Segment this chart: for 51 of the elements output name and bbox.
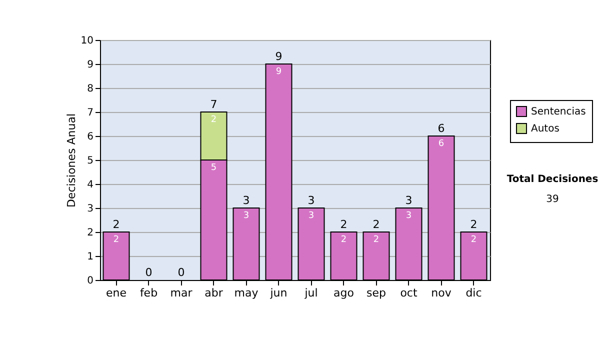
x-tick-label: mar xyxy=(170,286,193,300)
data-label: 2 xyxy=(470,235,477,245)
data-label: 3 xyxy=(243,211,250,221)
x-tick-label: sep xyxy=(366,286,386,300)
data-label: 6 xyxy=(438,139,444,149)
x-tick-label: jul xyxy=(304,286,318,300)
legend-label: Sentencias xyxy=(531,106,586,118)
x-tick-label: jun xyxy=(269,286,288,300)
x-tick-label: abr xyxy=(204,286,224,300)
data-label: 2 xyxy=(210,115,217,125)
text: 39 xyxy=(545,193,560,207)
total-label: 9 xyxy=(275,50,282,63)
total-label: 2 xyxy=(112,218,120,231)
y-tick-label: 6 xyxy=(87,132,94,142)
y-tick-label: 4 xyxy=(87,180,94,190)
total-label: 0 xyxy=(178,266,185,279)
data-label: 2 xyxy=(113,235,120,245)
total-label: 3 xyxy=(242,194,250,207)
total-label: 7 xyxy=(210,98,218,111)
total-label: 2 xyxy=(372,218,380,231)
data-label: 5 xyxy=(210,163,217,173)
total-label: 0 xyxy=(145,266,152,279)
x-tick-label: feb xyxy=(140,286,158,300)
y-axis-title: Decisiones Anual xyxy=(64,113,78,208)
y-tick-label: 3 xyxy=(87,204,94,214)
total-label: 3 xyxy=(308,194,315,207)
total-label: 2 xyxy=(340,218,348,231)
y-tick-label: 7 xyxy=(87,108,94,118)
y-tick-label: 1 xyxy=(87,252,94,262)
y-tick-label: 2 xyxy=(87,228,94,238)
total-label: 3 xyxy=(405,194,412,207)
data-label: 9 xyxy=(276,67,282,77)
x-tick-label: dic xyxy=(466,286,482,300)
data-label: 2 xyxy=(373,235,380,245)
y-tick-label: 9 xyxy=(87,60,94,70)
total-label: 6 xyxy=(438,122,445,135)
text: Total Decisiones xyxy=(506,173,600,187)
data-label: 2 xyxy=(340,235,347,245)
data-label: 3 xyxy=(308,211,314,221)
y-tick-label: 8 xyxy=(87,84,94,94)
x-tick-label: may xyxy=(234,286,259,300)
x-tick-label: nov xyxy=(431,286,452,300)
x-tick-label: ago xyxy=(334,286,354,300)
x-tick-label: ene xyxy=(106,286,127,300)
y-tick-label: 10 xyxy=(80,36,94,46)
total-label: 2 xyxy=(470,218,478,231)
y-tick-label: 0 xyxy=(87,276,94,286)
legend-label: Autos xyxy=(531,124,560,134)
y-tick-label: 5 xyxy=(87,156,94,166)
data-label: 3 xyxy=(406,211,412,221)
x-tick-label: oct xyxy=(400,286,418,300)
